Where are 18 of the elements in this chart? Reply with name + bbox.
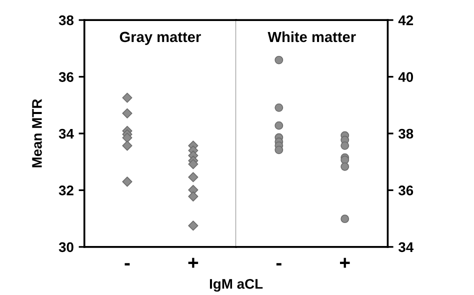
- y-tick-label: 36: [58, 72, 74, 82]
- y-tick-label: 34: [398, 242, 414, 252]
- y-tick-label: 34: [58, 128, 74, 139]
- y-tick-label: 42: [398, 15, 414, 26]
- x-tick-label: +: [188, 258, 198, 268]
- y-tick-label: 36: [398, 186, 414, 196]
- x-axis-title: IgM aCL: [210, 278, 263, 292]
- x-tick-label: -: [276, 263, 282, 266]
- y-tick-label: 40: [398, 72, 414, 82]
- text: Gray matter: [120, 32, 201, 45]
- y-axis-title: Mean MTR: [32, 99, 42, 168]
- y-tick-label: 30: [58, 242, 74, 252]
- x-tick-label: -: [124, 263, 130, 266]
- text: White matter: [268, 31, 356, 42]
- y-tick-label: 38: [398, 128, 414, 139]
- y-tick-label: 32: [58, 186, 74, 196]
- x-tick-label: +: [340, 258, 350, 268]
- y-tick-label: 38: [58, 15, 74, 26]
